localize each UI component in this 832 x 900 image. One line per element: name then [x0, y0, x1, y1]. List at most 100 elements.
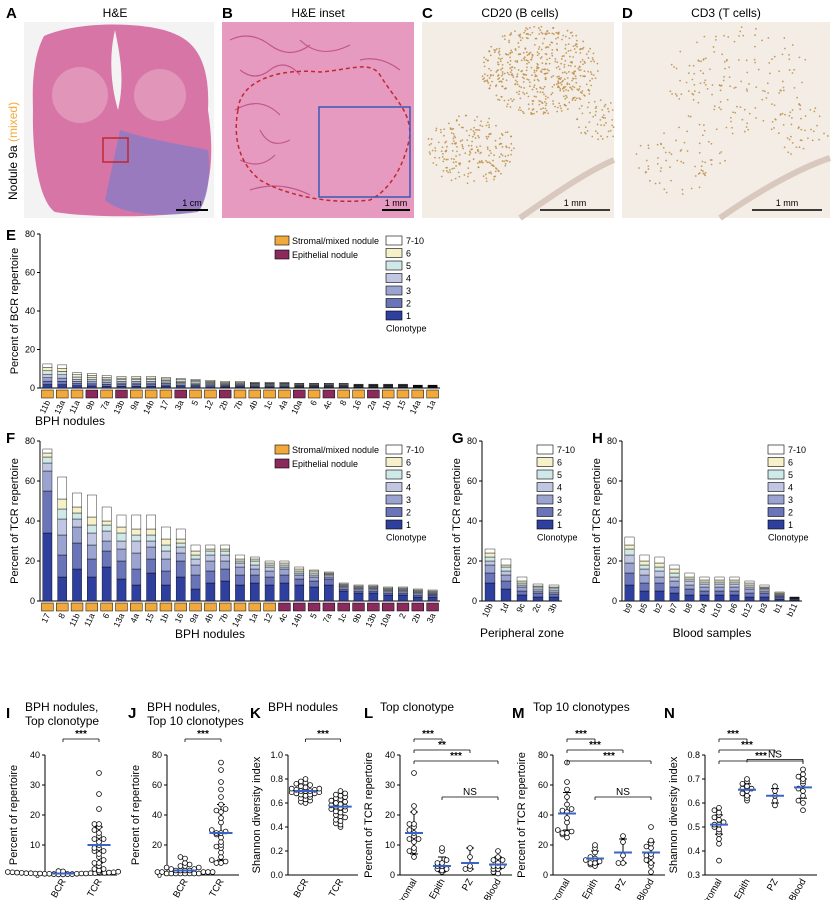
bar-segment [131, 540, 142, 554]
stain-dot [541, 68, 544, 71]
x-tick-label: b4 [696, 601, 709, 614]
stain-dot [703, 173, 706, 176]
stain-dot [687, 72, 690, 75]
x-tick-label: 13a [111, 611, 126, 628]
chart-title: Top clonotype [380, 700, 454, 714]
y-tick-label: 60 [538, 780, 548, 790]
stain-dot [446, 145, 448, 148]
stain-dot [675, 139, 677, 142]
bar-segment [744, 584, 755, 588]
stain-dot [602, 116, 605, 119]
stain-dot [706, 87, 709, 90]
stain-dot [657, 156, 659, 159]
stain-dot [479, 124, 482, 127]
stain-dot [698, 152, 701, 154]
bar-segment [116, 548, 127, 562]
stain-dot [494, 145, 497, 148]
legend-title: Clonotype [386, 324, 427, 334]
stain-dot [606, 135, 609, 138]
stain-dot [431, 149, 434, 152]
bar-segment [774, 598, 785, 602]
bar-segment [190, 544, 201, 552]
x-axis-label: BPH nodules [35, 414, 105, 428]
data-point [490, 857, 497, 863]
stain-dot [662, 146, 665, 149]
x-tick-label: 1c [336, 611, 349, 624]
stain-dot [488, 87, 491, 90]
bar-segment [205, 550, 216, 556]
tissue-fold [518, 157, 616, 221]
stain-dot [455, 119, 458, 122]
stain-dot [574, 75, 577, 78]
bar-segment [42, 470, 53, 492]
stain-dot [524, 29, 527, 32]
bar-segment [72, 512, 82, 520]
bar-segment [548, 593, 560, 598]
stain-dot [609, 102, 612, 104]
data-point [411, 803, 417, 809]
stain-dot [558, 68, 561, 71]
bar-segment [131, 534, 142, 542]
x-tick-label: 4c [321, 398, 334, 411]
stain-dot [545, 109, 548, 112]
bar-segment [146, 381, 156, 384]
stain-dot [540, 56, 543, 58]
data-point [495, 870, 501, 877]
stain-dot [703, 81, 706, 84]
stain-dot [478, 129, 481, 132]
scale-label: 1 mm [564, 198, 587, 208]
stain-dot [554, 58, 557, 60]
stain-dot [532, 100, 535, 102]
bar-segment [484, 560, 496, 566]
stain-dot [445, 169, 448, 172]
legend-label-clonotype: 4 [557, 483, 562, 493]
x-tick-label: 12 [202, 398, 215, 411]
x-tick-label: 4a [276, 398, 289, 411]
stain-dot [461, 139, 464, 141]
stain-dot [604, 103, 607, 106]
stain-dot [546, 72, 549, 75]
stain-dot [450, 179, 453, 182]
stain-dot [474, 137, 477, 139]
stain-dot [588, 121, 591, 124]
bar-segment [324, 578, 334, 586]
data-point [711, 807, 718, 813]
stain-dot [548, 69, 550, 72]
legend-swatch-clonotype [536, 507, 554, 517]
bar-segment [131, 584, 142, 602]
bar-segment [116, 526, 127, 534]
stain-dot [713, 105, 716, 108]
stain-dot [468, 160, 471, 162]
x-tick-label: 8 [56, 611, 67, 620]
x-tick-label: 5 [308, 611, 319, 620]
stain-dot [539, 100, 542, 103]
nodule-type-marker [189, 602, 202, 612]
stain-dot [578, 69, 581, 71]
bar-segment [87, 544, 97, 560]
stain-dot [596, 70, 599, 72]
legend-swatch-clonotype [536, 482, 554, 492]
legend-swatch-stromal [274, 235, 290, 246]
stain-dot [678, 97, 681, 100]
stain-dot [503, 87, 506, 90]
stain-dot [720, 108, 722, 111]
bar-segment [131, 377, 142, 380]
stain-dot [541, 32, 544, 35]
stain-dot [530, 66, 533, 69]
data-point [795, 797, 802, 804]
stain-dot [544, 98, 547, 100]
x-tick-label: 10b [480, 601, 495, 618]
stain-dot [714, 38, 717, 41]
stain-dot [814, 107, 817, 110]
legend-swatch-clonotype [767, 457, 785, 467]
stain-dot [707, 140, 710, 143]
bar-segment [116, 377, 127, 380]
stain-dot [590, 84, 593, 87]
stain-dot [488, 172, 491, 174]
stain-dot [790, 123, 793, 126]
stain-dot [525, 92, 528, 95]
bar-segment [205, 560, 216, 572]
stain-dot [499, 137, 501, 140]
stain-dot [561, 71, 564, 74]
stain-dot [492, 165, 495, 168]
